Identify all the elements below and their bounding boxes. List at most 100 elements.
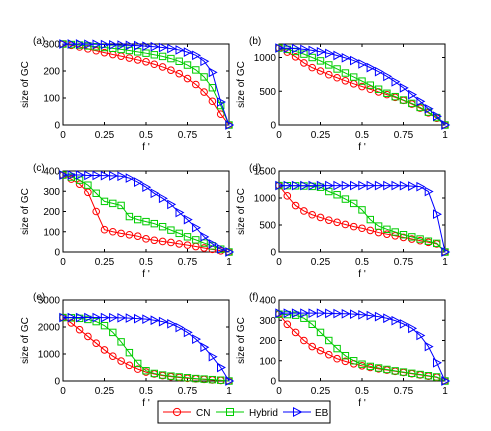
data-point — [183, 241, 192, 249]
data-point — [333, 180, 343, 191]
data-point — [75, 325, 84, 334]
data-point — [333, 308, 343, 319]
data-point — [183, 61, 192, 69]
data-point — [325, 336, 333, 345]
y-tick-label: 0 — [270, 377, 276, 388]
data-point — [308, 342, 317, 351]
data-point — [424, 103, 434, 114]
data-point — [325, 216, 333, 224]
data-point — [92, 46, 100, 55]
data-point — [399, 319, 409, 329]
data-point — [109, 39, 119, 50]
data-point — [142, 217, 150, 226]
data-point — [316, 67, 325, 75]
data-point — [158, 316, 168, 327]
data-point — [192, 236, 200, 244]
data-point — [67, 170, 77, 180]
legend-entry-eb: EB — [283, 406, 329, 419]
panel-label: (f) — [249, 292, 258, 303]
data-point — [183, 233, 192, 241]
x-axis-label: f ' — [358, 269, 366, 280]
x-axis-label: f ' — [358, 142, 366, 153]
data-point — [416, 181, 426, 192]
data-point — [333, 218, 341, 227]
y-tick-label: 300 — [259, 316, 276, 327]
series-hybrid — [275, 310, 449, 385]
data-point — [100, 225, 109, 234]
data-point — [117, 312, 127, 323]
data-point — [283, 180, 293, 191]
data-point — [308, 45, 318, 56]
data-point — [433, 239, 441, 248]
panel-label: (a) — [33, 36, 45, 47]
y-tick-label: 0 — [270, 121, 276, 132]
data-point — [316, 180, 326, 191]
data-point — [341, 180, 351, 191]
data-point — [325, 70, 333, 79]
data-point — [433, 111, 442, 122]
data-point — [333, 73, 341, 82]
series-line — [62, 174, 230, 253]
x-tick-label: 0 — [60, 386, 66, 397]
data-point — [134, 177, 143, 187]
data-point — [316, 346, 325, 355]
x-tick-label: 0.75 — [394, 130, 414, 141]
data-point — [300, 59, 308, 67]
data-point — [225, 376, 235, 386]
data-point — [383, 71, 393, 82]
data-point — [408, 323, 418, 334]
y-tick-label: 1000 — [254, 194, 277, 205]
data-point — [316, 328, 325, 337]
data-point — [416, 370, 424, 379]
data-point — [67, 312, 77, 323]
y-axis-label: size of GC — [236, 61, 247, 108]
series-eb — [59, 39, 235, 130]
data-point — [100, 170, 110, 181]
data-point — [300, 207, 308, 215]
data-point — [358, 180, 368, 191]
data-point — [192, 80, 200, 89]
data-point — [424, 186, 434, 197]
data-point — [366, 62, 376, 73]
data-point — [109, 227, 117, 236]
data-point — [300, 180, 310, 191]
data-point — [175, 322, 185, 333]
y-axis-label: size of GC — [236, 188, 247, 235]
data-point — [134, 40, 143, 51]
data-point — [150, 236, 159, 245]
data-point — [441, 376, 451, 386]
data-point — [275, 43, 285, 53]
x-axis-label: f ' — [358, 398, 366, 409]
data-point — [125, 54, 134, 62]
x-tick-label: 0.75 — [178, 257, 198, 268]
data-point — [84, 170, 94, 181]
y-tick-label: 500 — [259, 221, 276, 232]
data-point — [424, 341, 434, 352]
data-point — [117, 171, 127, 182]
data-point — [424, 372, 433, 380]
data-point — [350, 180, 359, 191]
data-point — [325, 308, 335, 319]
data-point — [125, 230, 134, 239]
data-point — [109, 199, 117, 208]
data-point — [399, 96, 408, 104]
data-point — [59, 39, 69, 49]
y-tick-label: 3000 — [38, 296, 61, 307]
data-point — [200, 342, 210, 353]
data-point — [225, 247, 235, 257]
x-tick-label: 1 — [442, 130, 448, 141]
data-point — [192, 222, 202, 233]
data-point — [366, 215, 375, 224]
data-point — [175, 57, 183, 65]
data-point — [92, 189, 100, 197]
series-eb — [59, 170, 235, 257]
y-tick-label: 0 — [270, 248, 276, 259]
data-point — [117, 338, 125, 346]
data-point — [283, 192, 292, 200]
data-point — [109, 312, 119, 323]
data-point — [341, 357, 350, 366]
y-tick-label: 100 — [259, 356, 276, 367]
data-point — [75, 312, 85, 323]
data-point — [391, 76, 401, 87]
data-point — [333, 191, 341, 199]
